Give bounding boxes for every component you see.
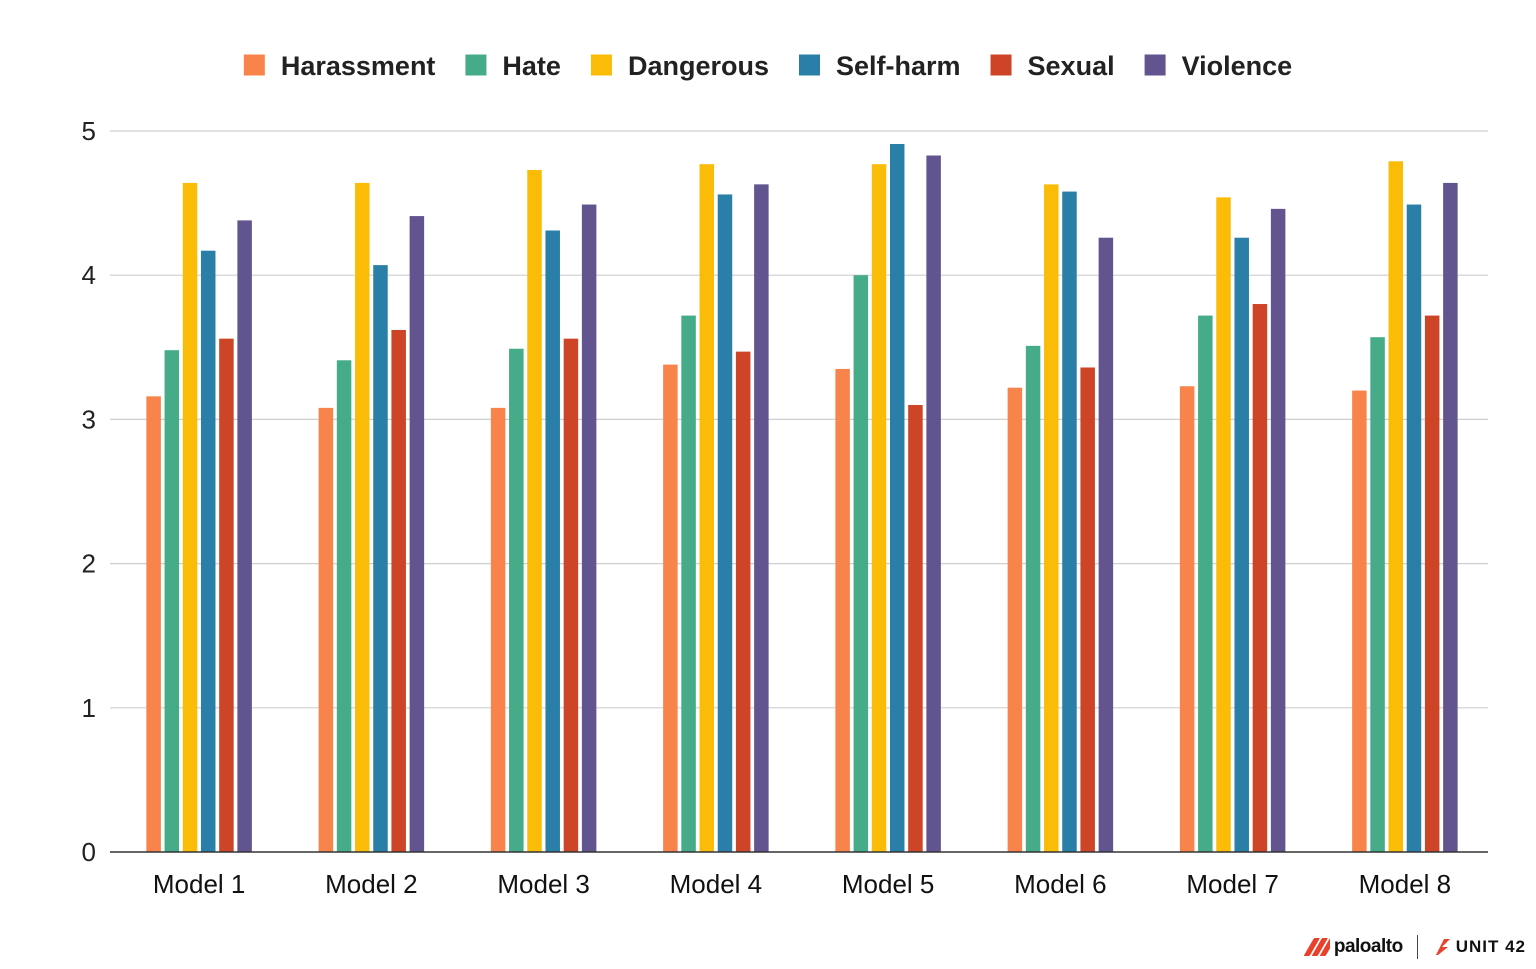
legend-item: Hate bbox=[465, 51, 561, 81]
x-category-label: Model 3 bbox=[497, 869, 590, 899]
y-tick-label: 2 bbox=[82, 549, 96, 579]
y-tick-label: 1 bbox=[82, 693, 96, 723]
bar-dangerous-5 bbox=[871, 164, 887, 852]
bar-hate-5 bbox=[853, 275, 869, 852]
legend-label: Dangerous bbox=[628, 51, 769, 81]
x-category-label: Model 6 bbox=[1014, 869, 1107, 899]
x-category-label: Model 4 bbox=[670, 869, 763, 899]
x-category-label: Model 1 bbox=[153, 869, 246, 899]
bar-violence-7 bbox=[1270, 208, 1286, 853]
bar-self-harm-6 bbox=[1062, 191, 1077, 853]
bar-self-harm-2 bbox=[373, 265, 388, 853]
unit42-wordmark: UNIT 42 bbox=[1455, 937, 1526, 956]
bar-dangerous-2 bbox=[355, 182, 370, 853]
x-category-label: Model 8 bbox=[1359, 869, 1452, 899]
legend-item: Harassment bbox=[243, 51, 436, 81]
x-category-label: Model 5 bbox=[842, 869, 935, 899]
bar-violence-1 bbox=[237, 220, 252, 853]
y-tick-label: 4 bbox=[82, 260, 96, 290]
x-category-label: Model 7 bbox=[1186, 869, 1279, 899]
bar-hate-3 bbox=[509, 348, 524, 852]
legend-item: Self-harm bbox=[798, 51, 961, 81]
bar-self-harm-8 bbox=[1406, 204, 1422, 853]
legend-label: Harassment bbox=[281, 51, 436, 81]
bar-sexual-8 bbox=[1424, 315, 1440, 852]
legend-item: Dangerous bbox=[590, 51, 769, 81]
legend-item: Violence bbox=[1144, 51, 1293, 81]
bar-hate-7 bbox=[1198, 315, 1213, 852]
bar-harassment-2 bbox=[318, 407, 334, 852]
bar-harassment-7 bbox=[1179, 386, 1195, 852]
bar-harassment-4 bbox=[663, 364, 678, 852]
legend-swatch bbox=[1144, 54, 1166, 76]
bar-dangerous-6 bbox=[1044, 184, 1059, 852]
paloalto-logo: paloalto bbox=[1303, 936, 1403, 958]
bar-self-harm-1 bbox=[200, 250, 216, 852]
legend-label: Self-harm bbox=[836, 51, 961, 81]
legend-label: Hate bbox=[502, 51, 561, 81]
bar-self-harm-5 bbox=[889, 143, 905, 852]
unit42-logo: UNIT 42 bbox=[1432, 937, 1526, 957]
bar-violence-2 bbox=[409, 216, 425, 852]
bar-sexual-5 bbox=[908, 404, 923, 852]
legend-swatch bbox=[590, 54, 612, 76]
bar-sexual-1 bbox=[219, 338, 234, 852]
bar-sexual-2 bbox=[391, 329, 406, 853]
logo-divider bbox=[1416, 935, 1418, 959]
legend-swatch bbox=[465, 54, 487, 76]
bar-violence-6 bbox=[1098, 237, 1114, 852]
legend-label: Violence bbox=[1182, 51, 1293, 81]
bar-hate-6 bbox=[1025, 345, 1041, 852]
bar-hate-8 bbox=[1370, 337, 1385, 852]
bar-sexual-3 bbox=[563, 338, 579, 852]
bar-harassment-6 bbox=[1007, 387, 1023, 852]
y-tick-label: 0 bbox=[82, 837, 96, 867]
bar-hate-4 bbox=[681, 315, 696, 852]
bar-self-harm-7 bbox=[1234, 237, 1249, 852]
bar-dangerous-4 bbox=[699, 164, 715, 852]
paloalto-mark-icon bbox=[1303, 938, 1330, 956]
bar-sexual-7 bbox=[1252, 304, 1268, 852]
bar-violence-4 bbox=[754, 184, 769, 852]
bar-harassment-1 bbox=[146, 396, 161, 852]
bar-harassment-8 bbox=[1352, 390, 1367, 852]
y-tick-label: 3 bbox=[82, 404, 96, 434]
bar-sexual-4 bbox=[735, 351, 751, 852]
bar-harassment-3 bbox=[490, 407, 506, 852]
bar-dangerous-7 bbox=[1216, 197, 1231, 852]
bar-dangerous-1 bbox=[182, 182, 198, 853]
bar-self-harm-3 bbox=[545, 230, 560, 853]
bar-hate-2 bbox=[336, 360, 352, 852]
bars bbox=[146, 143, 1458, 853]
bar-dangerous-8 bbox=[1388, 161, 1404, 853]
bar-violence-5 bbox=[926, 155, 941, 852]
legend-swatch bbox=[798, 54, 820, 76]
bar-hate-1 bbox=[164, 350, 180, 852]
y-tick-label: 5 bbox=[82, 116, 96, 146]
bar-dangerous-3 bbox=[527, 169, 542, 852]
bar-self-harm-4 bbox=[717, 194, 733, 852]
bar-harassment-5 bbox=[835, 368, 850, 852]
legend: Harassment Hate Dangerous Self-harm Sexual Vi… bbox=[243, 51, 1293, 81]
bar-violence-3 bbox=[581, 204, 597, 853]
bar-violence-8 bbox=[1443, 182, 1458, 853]
legend-swatch bbox=[990, 54, 1012, 76]
x-category-label: Model 2 bbox=[325, 869, 418, 899]
legend-swatch bbox=[243, 54, 265, 76]
legend-item: Sexual bbox=[990, 51, 1115, 81]
unit42-mark-icon bbox=[1435, 939, 1450, 955]
x-axis-categories: Model 1 Model 2 Model 3 Model 4 Model 5 Model… bbox=[153, 869, 1451, 899]
bar-sexual-6 bbox=[1080, 367, 1095, 852]
y-axis-ticks: 0 1 2 3 4 5 bbox=[82, 116, 96, 867]
paloalto-wordmark: paloalto bbox=[1333, 936, 1403, 957]
footer-logos: paloalto UNIT 42 bbox=[1303, 933, 1526, 961]
legend-label: Sexual bbox=[1028, 51, 1115, 81]
